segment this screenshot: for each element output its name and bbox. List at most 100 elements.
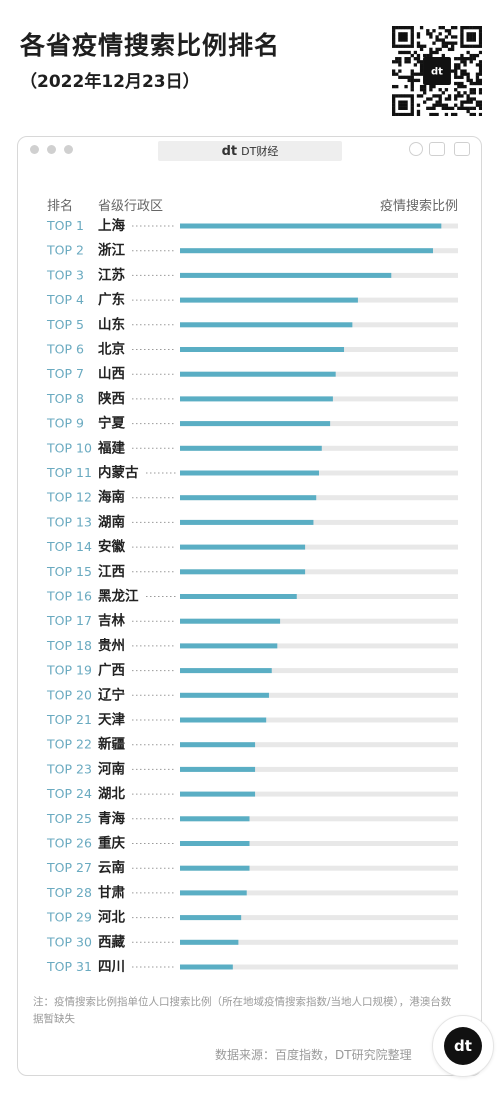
- province-label: 宁夏: [98, 415, 125, 432]
- rank-label: TOP 5: [46, 317, 84, 332]
- rank-header: 排名: [47, 199, 74, 214]
- bar-track: [180, 668, 458, 674]
- province-label: 北京: [98, 341, 125, 358]
- bar-track: [180, 841, 458, 846]
- rank-label: TOP 18: [46, 638, 92, 653]
- bar: [180, 272, 392, 278]
- bar-track: [180, 618, 458, 624]
- province-label: 安徽: [98, 538, 125, 555]
- province-label: 浙江: [98, 242, 125, 259]
- rank-label: TOP 10: [46, 440, 92, 455]
- window-dot-icon: [64, 145, 73, 154]
- bar-track: [180, 890, 458, 896]
- bar-track: [180, 569, 458, 575]
- province-label: 黑龙江: [98, 588, 139, 605]
- rank-label: TOP 15: [46, 564, 92, 579]
- province-label: 福建: [97, 439, 125, 456]
- qr-code: dt: [392, 26, 482, 116]
- record-icon: [409, 142, 423, 156]
- bar: [180, 939, 239, 945]
- bar-track: [180, 766, 458, 772]
- bar: [180, 248, 433, 254]
- brand-bar: dt DT财经: [158, 141, 342, 161]
- bar-track: [180, 692, 458, 698]
- bar-track: [180, 816, 458, 822]
- rank-label: TOP 20: [46, 687, 92, 702]
- window-dot-icon: [30, 145, 39, 154]
- rank-label: TOP 25: [46, 811, 92, 826]
- bar-track: [180, 495, 458, 501]
- province-label: 山西: [98, 366, 125, 382]
- bar: [180, 766, 256, 772]
- rank-label: TOP 31: [46, 959, 92, 974]
- rank-label: TOP 13: [46, 514, 92, 529]
- bar-track: [180, 544, 458, 550]
- province-label: 上海: [98, 217, 125, 234]
- province-label: 河南: [98, 760, 125, 777]
- bar-track: [180, 717, 458, 723]
- province-label: 湖北: [98, 786, 125, 802]
- dt-logo: dt: [221, 143, 238, 159]
- province-label: 四川: [98, 959, 125, 975]
- bar: [180, 297, 358, 303]
- bar: [180, 890, 247, 896]
- rank-label: TOP 30: [46, 934, 92, 949]
- bar: [180, 223, 442, 229]
- rank-label: TOP 16: [46, 589, 92, 604]
- bar: [180, 915, 242, 921]
- qr-center-logo: dt: [431, 66, 443, 77]
- province-label: 江苏: [98, 266, 125, 283]
- province-label: 内蒙古: [98, 464, 139, 481]
- rank-label: TOP 4: [46, 292, 84, 307]
- bar: [180, 618, 281, 624]
- rank-label: TOP 14: [46, 539, 92, 554]
- bar-track: [180, 939, 458, 945]
- bar: [180, 816, 250, 822]
- bar: [180, 717, 267, 723]
- bar: [180, 544, 306, 550]
- bar: [180, 519, 314, 525]
- bar: [180, 445, 322, 451]
- bar-track: [180, 519, 458, 525]
- bar: [180, 668, 272, 674]
- page-title: 各省疫情搜索比例排名: [20, 31, 281, 60]
- window-button-icon: [454, 142, 470, 156]
- bar-track: [180, 915, 458, 921]
- rank-label: TOP 9: [46, 416, 84, 431]
- ranking-chart: TOP 1 上海 TOP 2 浙江 TOP 3 江苏 TOP 4 广东 TOP 5 山东 TOP 6…: [46, 217, 458, 975]
- rank-label: TOP 1: [46, 218, 84, 233]
- bar-track: [180, 964, 458, 970]
- footnote: 注：疫情搜索比例指单位人口搜索比例（所在地域疫情搜索指数/当地人口规模），港澳台…: [33, 996, 452, 1025]
- rank-label: TOP 12: [46, 490, 92, 505]
- rank-label: TOP 2: [46, 243, 84, 258]
- province-label: 湖南: [98, 513, 125, 530]
- province-label: 陕西: [98, 390, 125, 407]
- bar: [180, 396, 333, 402]
- rank-label: TOP 17: [46, 613, 92, 628]
- province-header: 省级行政区: [98, 199, 164, 214]
- province-label: 新疆: [98, 736, 125, 753]
- province-label: 江西: [98, 563, 125, 580]
- rank-label: TOP 21: [46, 712, 92, 727]
- rank-label: TOP 22: [46, 737, 92, 752]
- province-label: 重庆: [98, 835, 125, 852]
- bar-track: [180, 643, 458, 649]
- bar-track: [180, 791, 458, 797]
- bar: [180, 371, 336, 377]
- home-icon: [429, 142, 445, 156]
- province-label: 山东: [98, 316, 125, 333]
- ratio-header: 疫情搜索比例: [380, 199, 459, 214]
- rank-label: TOP 27: [46, 860, 92, 875]
- bar: [180, 865, 250, 871]
- bar: [180, 791, 256, 797]
- rank-label: TOP 3: [46, 267, 84, 282]
- bar-track: [180, 865, 458, 871]
- bar: [180, 470, 319, 476]
- province-label: 广西: [98, 662, 125, 679]
- bar-track: [180, 742, 458, 748]
- rank-label: TOP 11: [46, 465, 92, 480]
- rank-label: TOP 7: [46, 366, 84, 381]
- bar: [180, 643, 278, 649]
- rank-label: TOP 28: [46, 885, 92, 900]
- province-label: 青海: [98, 810, 125, 827]
